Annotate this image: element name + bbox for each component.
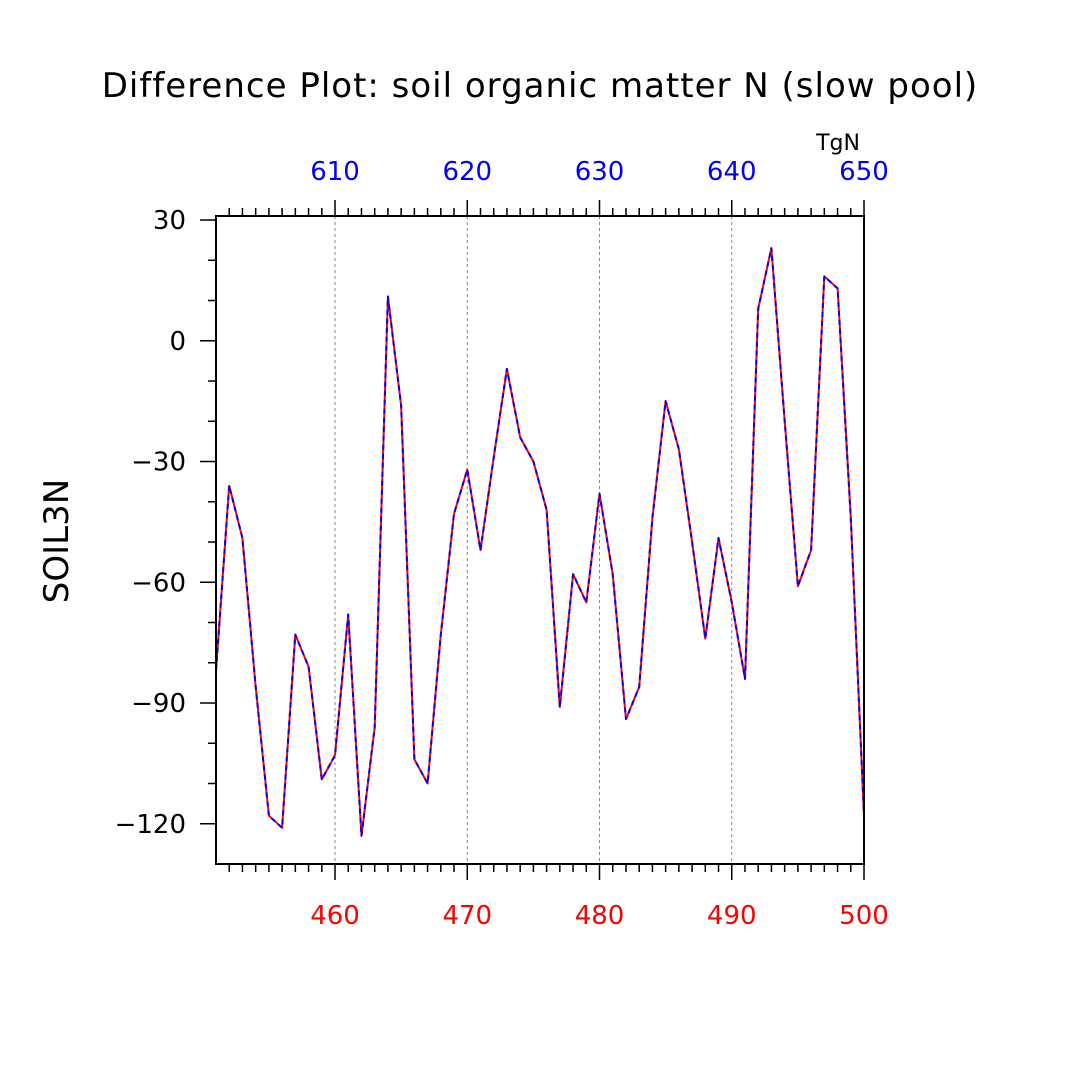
x-bottom-tick-label: 470: [442, 901, 492, 931]
axes: 30 0 −30 −60 −90 −120 460 470 480 490 500 610 620 630…: [115, 157, 889, 931]
x-top-tick-label: 610: [310, 157, 360, 187]
y-tick-label: 30: [153, 206, 186, 236]
y-tick-label: 0: [169, 327, 186, 357]
series-line-2: [215, 247, 865, 837]
chart-title: Difference Plot: soil organic matter N (…: [102, 66, 979, 106]
y-tick-label: −90: [131, 689, 186, 719]
x-top-tick-label: 630: [575, 157, 625, 187]
y-tick-label: −30: [131, 448, 186, 478]
x-bottom-tick-label: 460: [310, 901, 360, 931]
plot-frame: [215, 215, 865, 865]
x-top-tick-label: 640: [707, 157, 757, 187]
y-tick-label: −120: [115, 810, 186, 840]
x-top-tick-label: 650: [839, 157, 889, 187]
x-bottom-tick-label: 480: [575, 901, 625, 931]
top-axis-unit: TgN: [815, 131, 860, 156]
y-tick-label: −60: [131, 568, 186, 598]
x-bottom-tick-label: 500: [839, 901, 889, 931]
x-top-tick-label: 620: [442, 157, 492, 187]
x-bottom-tick-label: 490: [707, 901, 757, 931]
y-axis-label: SOIL3N: [37, 479, 77, 603]
series-lines: [215, 247, 865, 837]
